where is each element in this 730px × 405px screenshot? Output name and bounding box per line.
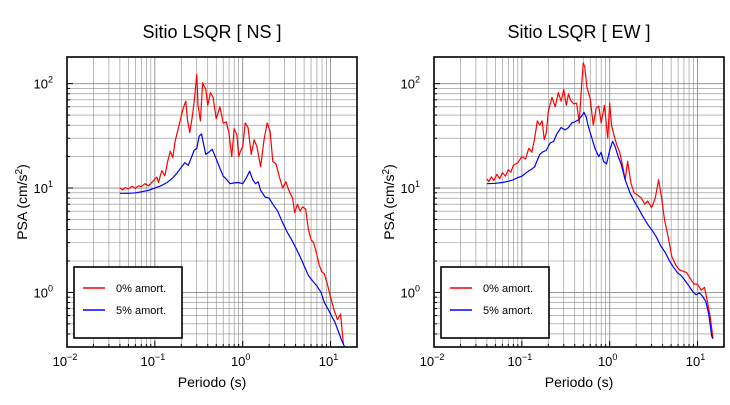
- y-axis-label: PSA (cm/s2): [381, 164, 397, 240]
- series-line-0-amort: [119, 74, 344, 345]
- chart-title: Sitio LSQR [ NS ]: [142, 22, 281, 42]
- x-tick-label: 101: [686, 352, 705, 369]
- x-tick-label: 10−1: [507, 352, 532, 369]
- x-axis-label: Periodo (s): [545, 374, 613, 390]
- legend-label: 0% amort.: [116, 283, 166, 295]
- x-tick-label: 10−2: [420, 352, 445, 369]
- series-line-5-amort: [486, 111, 714, 340]
- series-line-5-amort: [119, 133, 346, 348]
- x-axis-label: Periodo (s): [178, 374, 246, 390]
- y-tick-label: 101: [34, 179, 53, 196]
- legend: 0% amort. 5% amort.: [73, 266, 183, 339]
- y-tick-label: 102: [401, 75, 420, 92]
- legend-label: 5% amort.: [483, 305, 533, 317]
- chart-panel-ns: Sitio LSQR [ NS ] Periodo (s) 10−2 10−1 10…: [14, 22, 358, 390]
- y-tick-label: 102: [34, 75, 53, 92]
- y-tick-label: 100: [401, 283, 420, 300]
- grid-lines: [66, 57, 358, 348]
- y-tick-label: 101: [401, 179, 420, 196]
- series-line-0-amort: [486, 62, 714, 339]
- y-tick-label: 100: [34, 283, 53, 300]
- x-tick-label: 10−2: [53, 352, 78, 369]
- x-tick-label: 10−1: [140, 352, 165, 369]
- legend-label: 5% amort.: [116, 305, 166, 317]
- legend: 0% amort. 5% amort.: [440, 266, 550, 339]
- chart-title: Sitio LSQR [ EW ]: [507, 22, 650, 42]
- chart-panel-ew: Sitio LSQR [ EW ] Periodo (s) 10−2 10−1 10…: [381, 22, 725, 390]
- legend-box: [440, 266, 550, 339]
- x-tick-label: 100: [231, 352, 250, 369]
- plot-frame: [433, 56, 725, 348]
- y-axis-label: PSA (cm/s2): [14, 164, 30, 240]
- x-tick-label: 100: [598, 352, 617, 369]
- plot-frame: [66, 56, 358, 348]
- legend-box: [73, 266, 183, 339]
- x-tick-label: 101: [319, 352, 338, 369]
- legend-label: 0% amort.: [483, 283, 533, 295]
